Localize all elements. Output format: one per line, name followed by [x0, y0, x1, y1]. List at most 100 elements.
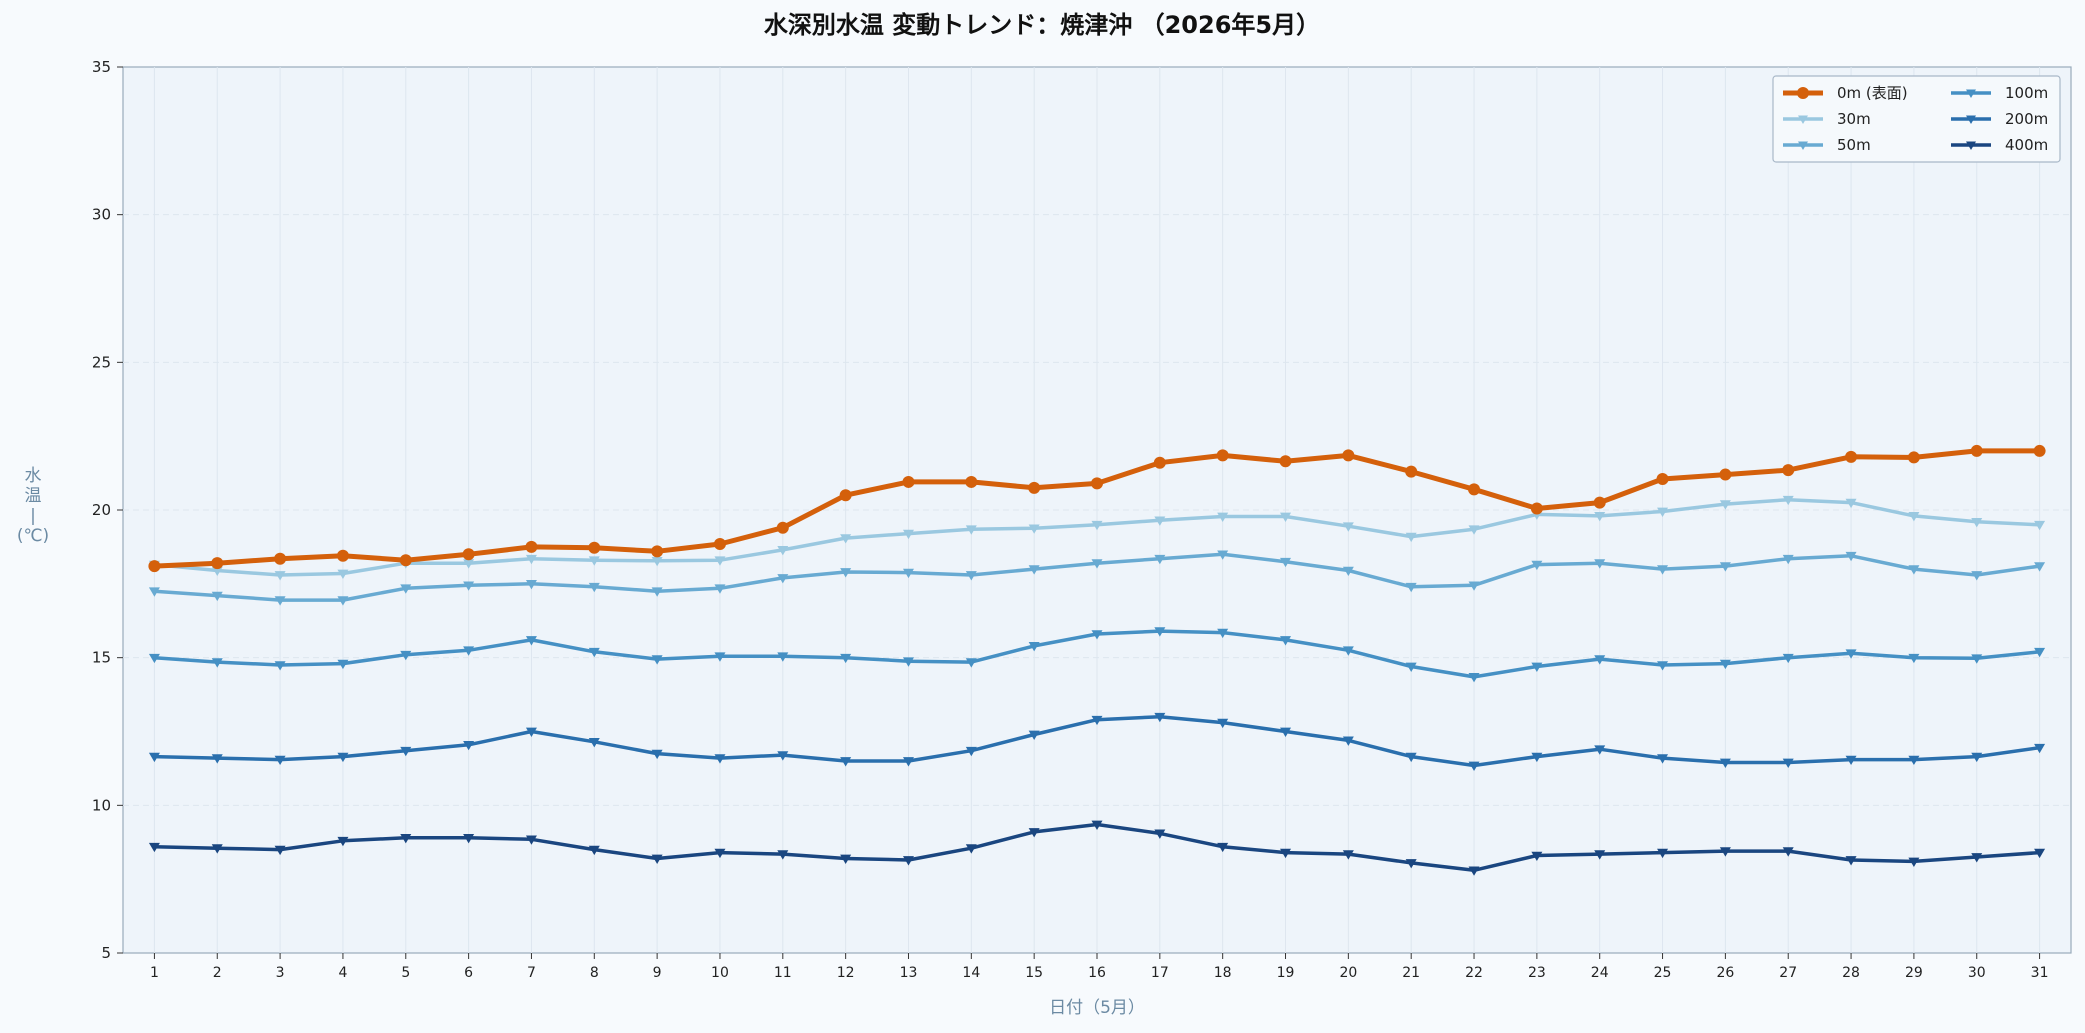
legend-marker: [1798, 141, 1808, 150]
data-point: [1217, 718, 1229, 729]
data-point: [839, 489, 852, 502]
data-point: [588, 737, 600, 748]
x-tick-label: 29: [1905, 965, 1923, 981]
data-point: [651, 655, 663, 665]
data-point: [337, 596, 349, 606]
x-tick-label: 10: [711, 965, 729, 981]
data-point: [1594, 850, 1606, 860]
data-point: [902, 856, 914, 866]
data-point: [840, 757, 852, 767]
x-tick-label: 4: [338, 965, 347, 981]
data-point: [840, 568, 852, 578]
data-point: [714, 652, 726, 662]
data-point: [274, 596, 286, 606]
data-point: [1656, 472, 1669, 485]
data-point: [965, 746, 977, 757]
x-tick-label: 13: [900, 965, 918, 981]
legend-marker: [1797, 87, 1809, 99]
x-tick-label: 18: [1214, 965, 1232, 981]
x-tick-label: 22: [1465, 965, 1483, 981]
data-point: [714, 556, 726, 566]
data-point: [1845, 649, 1857, 659]
data-point: [651, 556, 663, 567]
data-point: [965, 658, 977, 668]
data-point: [1468, 581, 1480, 591]
data-point: [1971, 571, 1983, 581]
x-tick-label: 3: [276, 965, 285, 981]
legend: 0m (表面) 30m 50m 100m 200m 400m: [1772, 75, 2061, 163]
data-point: [1468, 761, 1480, 771]
x-tick-label: 14: [962, 965, 980, 981]
data-point: [1908, 565, 1920, 575]
data-point: [588, 845, 600, 856]
data-point: [2033, 444, 2046, 457]
legend-label: 200m: [2005, 110, 2048, 128]
data-point: [1594, 655, 1606, 665]
series-400m: [148, 820, 2046, 876]
data-point: [777, 574, 789, 584]
data-point: [1782, 495, 1794, 506]
data-point: [776, 521, 789, 534]
data-point: [1342, 449, 1355, 462]
data-point: [1594, 559, 1606, 569]
data-point: [1594, 745, 1606, 755]
data-point: [1280, 727, 1292, 737]
data-point: [1028, 524, 1040, 534]
data-point: [1405, 532, 1417, 543]
data-point: [1091, 520, 1103, 531]
data-point: [1657, 661, 1669, 671]
y-axis-label-char: 水: [25, 466, 42, 486]
data-point: [463, 740, 475, 751]
data-point: [1845, 450, 1858, 463]
data-point: [211, 566, 223, 577]
data-point: [1280, 848, 1292, 859]
data-point: [400, 833, 412, 844]
data-point: [525, 579, 537, 590]
data-point: [1970, 444, 1983, 457]
x-tick-label: 31: [2031, 965, 2049, 981]
data-point: [211, 844, 223, 854]
data-point: [1468, 673, 1480, 683]
data-point: [1657, 565, 1669, 575]
data-point: [902, 529, 914, 540]
data-point: [1719, 468, 1732, 481]
x-tick-label: 20: [1339, 965, 1357, 981]
data-point: [902, 657, 914, 667]
legend-label: 100m: [2005, 84, 2048, 102]
data-point: [337, 836, 349, 847]
y-tick-label: 10: [92, 796, 111, 814]
series-50m: [148, 550, 2046, 606]
legend-marker: [1798, 115, 1808, 124]
data-point: [400, 746, 412, 757]
data-point: [777, 652, 789, 662]
data-point: [840, 534, 852, 544]
data-point: [1907, 451, 1920, 464]
legend-label: 30m: [1837, 110, 1871, 128]
data-point: [211, 557, 224, 570]
x-tick-label: 24: [1591, 965, 1609, 981]
data-point: [274, 552, 287, 565]
data-point: [1280, 512, 1292, 522]
data-point: [1028, 642, 1040, 652]
data-point: [1405, 465, 1418, 478]
data-point: [1594, 512, 1606, 522]
data-point: [1028, 481, 1041, 494]
data-point: [1468, 866, 1480, 876]
data-point: [1091, 820, 1103, 831]
data-point: [274, 571, 286, 581]
x-tick-label: 2: [213, 965, 222, 981]
data-point: [1782, 653, 1794, 664]
data-point: [713, 537, 726, 550]
data-point: [148, 842, 160, 853]
data-point: [651, 749, 663, 760]
data-point: [965, 844, 977, 854]
data-point: [463, 559, 475, 569]
chart-title: 水深別水温 変動トレンド：焼津沖 （2026年5月）: [764, 11, 1320, 39]
data-point: [148, 752, 160, 763]
grid: [123, 67, 2071, 953]
y-tick-label: 20: [92, 501, 111, 519]
data-point: [777, 850, 789, 860]
data-point: [211, 754, 223, 764]
legend-label: 0m (表面): [1837, 84, 1908, 102]
data-point: [1845, 551, 1857, 562]
